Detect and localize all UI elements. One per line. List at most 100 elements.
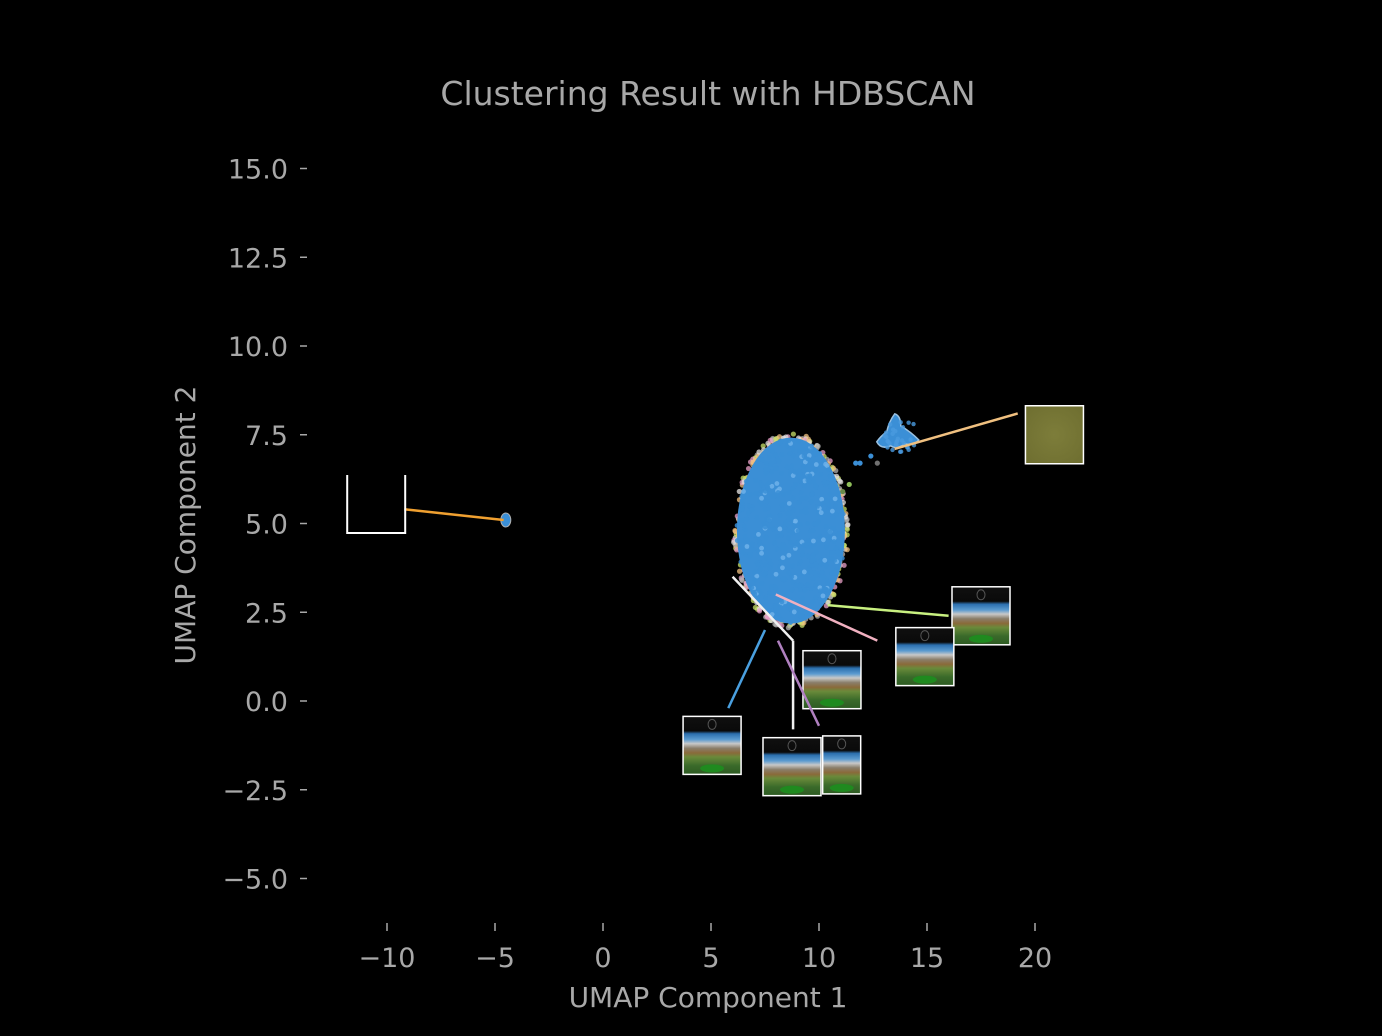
data-point xyxy=(817,451,823,456)
data-point xyxy=(836,490,842,496)
data-point xyxy=(815,503,820,509)
data-point xyxy=(764,499,770,504)
data-point xyxy=(780,555,786,561)
annotation-line xyxy=(827,603,949,618)
data-point xyxy=(778,604,784,610)
data-point xyxy=(783,545,789,551)
x-tick-label: −5 xyxy=(475,943,515,974)
data-point xyxy=(744,573,750,579)
data-point xyxy=(808,499,814,505)
y-axis: 15.0 12.5 10.0 7.5 5.0 2.5 0.0 −2.5 −5.0 xyxy=(222,155,307,896)
data-point xyxy=(820,593,826,599)
data-point xyxy=(754,515,760,520)
x-tick-label: 20 xyxy=(1018,943,1052,974)
data-point xyxy=(801,464,807,469)
data-point xyxy=(759,488,765,494)
thumbnail-detail xyxy=(827,653,837,665)
data-point xyxy=(786,603,792,609)
data-point xyxy=(826,535,832,541)
data-point xyxy=(836,497,842,503)
data-point xyxy=(911,421,916,427)
thumbnail-detail xyxy=(976,589,986,601)
data-point xyxy=(763,488,769,494)
data-point xyxy=(793,481,798,487)
data-point xyxy=(773,615,779,621)
data-point xyxy=(795,474,801,480)
data-point xyxy=(799,596,805,601)
x-tick-label: 10 xyxy=(802,943,836,974)
data-point xyxy=(799,509,804,514)
data-point xyxy=(805,582,811,588)
x-axis-label: UMAP Component 1 xyxy=(569,981,848,1014)
data-point xyxy=(769,483,775,489)
data-point xyxy=(790,495,796,501)
y-tick-label: 2.5 xyxy=(245,598,288,629)
data-point xyxy=(820,537,826,543)
data-point xyxy=(790,486,796,491)
data-point xyxy=(790,453,796,459)
data-point xyxy=(813,561,819,567)
data-point xyxy=(845,522,851,528)
data-point xyxy=(818,510,824,516)
data-point xyxy=(753,477,758,483)
data-point xyxy=(788,620,794,625)
data-point xyxy=(763,470,769,476)
thumbnail-detail xyxy=(837,738,847,750)
data-point xyxy=(796,438,801,444)
data-point xyxy=(827,491,833,497)
data-point xyxy=(831,539,837,544)
data-point xyxy=(836,552,842,557)
data-point xyxy=(763,466,769,472)
data-point xyxy=(780,565,785,571)
data-point xyxy=(792,522,797,528)
data-point xyxy=(750,589,756,595)
annotation-line xyxy=(894,412,1019,451)
data-point xyxy=(834,473,840,479)
data-point xyxy=(769,469,775,475)
data-point xyxy=(829,508,835,514)
data-point xyxy=(756,588,762,594)
data-point xyxy=(786,501,792,506)
x-tick-label: 5 xyxy=(702,943,719,974)
thumbnail-image xyxy=(951,586,1011,646)
y-tick-label: −2.5 xyxy=(222,776,288,807)
data-point xyxy=(796,500,802,505)
data-point xyxy=(788,540,793,545)
data-point xyxy=(790,580,796,586)
thumbnail-detail xyxy=(819,698,844,707)
data-point xyxy=(776,458,782,464)
data-point xyxy=(752,577,758,583)
data-point xyxy=(786,528,792,534)
data-point xyxy=(776,434,783,440)
data-point xyxy=(759,580,765,586)
data-point xyxy=(786,490,792,495)
data-point xyxy=(813,595,819,600)
data-point xyxy=(818,588,823,594)
data-point xyxy=(807,569,813,575)
data-point xyxy=(768,462,774,468)
data-point xyxy=(890,447,895,453)
data-point xyxy=(744,516,750,522)
data-point xyxy=(787,451,793,456)
data-point xyxy=(734,538,740,543)
data-point xyxy=(882,433,887,438)
data-point xyxy=(887,422,893,427)
thumbnail-detail xyxy=(920,630,930,642)
data-point xyxy=(821,574,826,580)
data-point xyxy=(763,534,768,540)
data-point xyxy=(793,518,798,524)
data-point xyxy=(769,584,774,590)
data-point xyxy=(817,601,823,607)
data-point xyxy=(799,496,805,501)
data-point xyxy=(753,463,759,468)
data-point xyxy=(898,420,903,425)
data-point xyxy=(803,495,809,501)
data-point xyxy=(762,562,768,568)
data-point xyxy=(906,447,911,453)
data-point xyxy=(759,545,764,551)
y-tick-label: 15.0 xyxy=(228,155,288,186)
data-point xyxy=(779,471,784,476)
data-point xyxy=(768,562,774,567)
data-point xyxy=(780,576,785,582)
data-point xyxy=(840,488,846,495)
